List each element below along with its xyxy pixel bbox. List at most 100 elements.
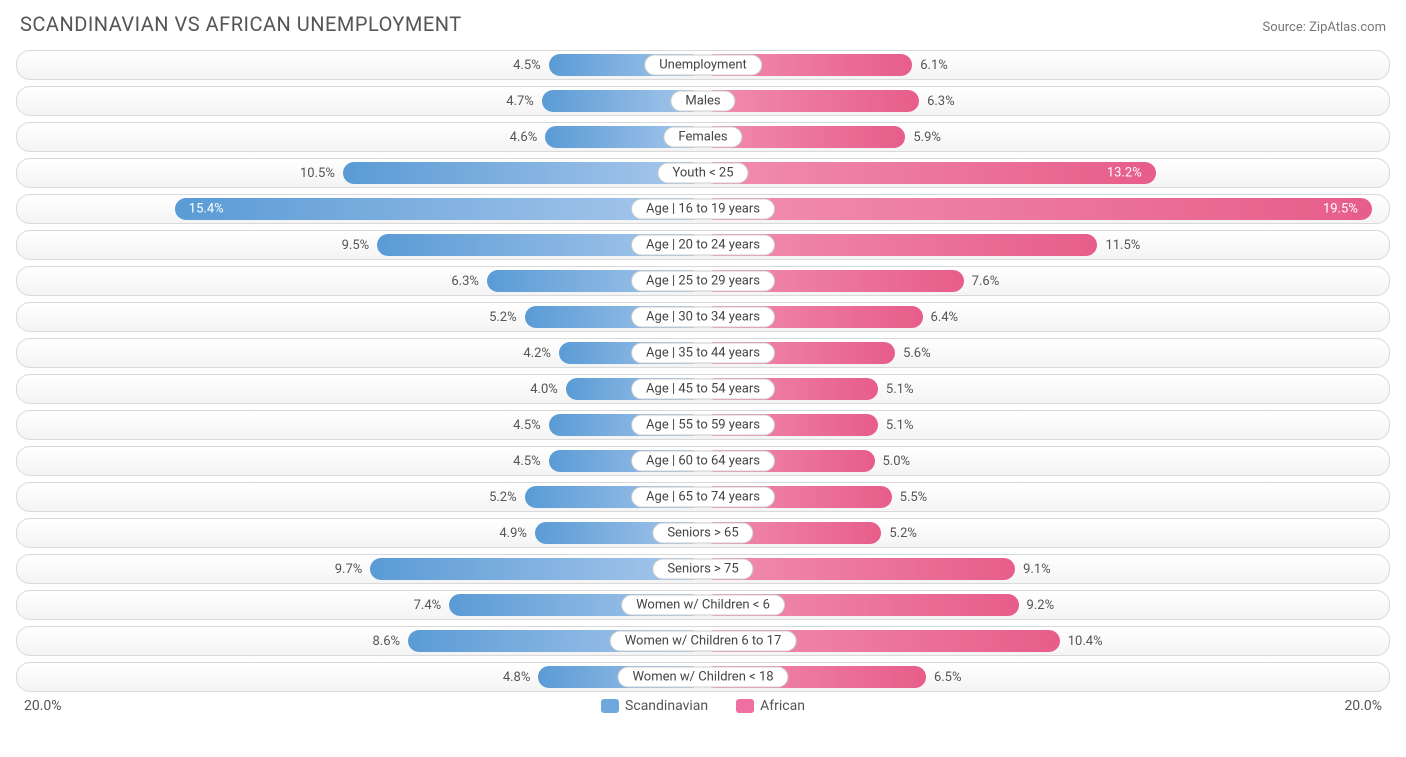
row-right-half: 5.5% [703, 483, 1389, 511]
row-right-half: 9.1% [703, 555, 1389, 583]
diverging-bar-chart: 4.5%6.1%Unemployment4.7%6.3%Males4.6%5.9… [16, 50, 1390, 692]
chart-footer: 20.0% Scandinavian African 20.0% [16, 698, 1390, 714]
row-right-half: 19.5% [703, 195, 1389, 223]
row-category-label: Age | 45 to 54 years [631, 379, 775, 400]
value-right: 5.9% [905, 130, 949, 145]
value-left: 7.4% [406, 598, 450, 613]
row-left-half: 9.5% [17, 231, 703, 259]
bar-left: 15.4% [175, 198, 703, 220]
value-right: 5.1% [878, 382, 922, 397]
row-left-half: 4.5% [17, 411, 703, 439]
row-left-half: 5.2% [17, 483, 703, 511]
value-left: 4.2% [515, 346, 559, 361]
chart-header: SCANDINAVIAN VS AFRICAN UNEMPLOYMENT Sou… [16, 12, 1390, 36]
value-left: 10.5% [292, 166, 343, 181]
row-left-half: 4.2% [17, 339, 703, 367]
chart-row: 10.5% 13.2%Youth < 25 [16, 158, 1390, 188]
chart-row: 4.9% 5.2% Seniors > 65 [16, 518, 1390, 548]
row-category-label: Unemployment [644, 55, 762, 76]
value-right: 5.2% [881, 526, 925, 541]
value-left: 4.6% [502, 130, 546, 145]
value-left: 4.8% [495, 670, 539, 685]
row-left-half: 15.4% [17, 195, 703, 223]
chart-title: SCANDINAVIAN VS AFRICAN UNEMPLOYMENT [20, 12, 462, 36]
row-left-half: 4.0% [17, 375, 703, 403]
row-right-half: 5.1% [703, 411, 1389, 439]
chart-row: 4.2% 5.6% Age | 35 to 44 years [16, 338, 1390, 368]
row-category-label: Seniors > 75 [652, 559, 753, 580]
chart-row: 4.8% 6.5%Women w/ Children < 18 [16, 662, 1390, 692]
value-right: 6.4% [923, 310, 967, 325]
legend-label-right: African [760, 698, 805, 714]
bar-right: 19.5% [703, 198, 1372, 220]
value-right: 6.1% [912, 58, 956, 73]
legend-swatch-left [601, 699, 619, 713]
chart-row: 8.6% 10.4%Women w/ Children 6 to 17 [16, 626, 1390, 656]
row-category-label: Youth < 25 [657, 163, 748, 184]
row-category-label: Age | 35 to 44 years [631, 343, 775, 364]
row-category-label: Women w/ Children 6 to 17 [610, 631, 797, 652]
value-right: 5.5% [892, 490, 936, 505]
value-right: 7.6% [964, 274, 1008, 289]
value-left: 4.5% [505, 418, 549, 433]
value-left: 6.3% [443, 274, 487, 289]
chart-row: 4.5% 5.1% Age | 55 to 59 years [16, 410, 1390, 440]
row-category-label: Seniors > 65 [652, 523, 753, 544]
value-left: 5.2% [481, 310, 525, 325]
row-left-half: 4.7% [17, 87, 703, 115]
row-right-half: 7.6% [703, 267, 1389, 295]
row-left-half: 8.6% [17, 627, 703, 655]
row-category-label: Age | 30 to 34 years [631, 307, 775, 328]
value-left: 5.2% [481, 490, 525, 505]
row-right-half: 10.4% [703, 627, 1389, 655]
chart-row: 5.2% 6.4% Age | 30 to 34 years [16, 302, 1390, 332]
row-right-half: 13.2% [703, 159, 1389, 187]
chart-row: 4.7% 6.3%Males [16, 86, 1390, 116]
value-right: 5.1% [878, 418, 922, 433]
value-left: 15.4% [181, 202, 232, 217]
row-right-half: 5.2% [703, 519, 1389, 547]
legend-item-left: Scandinavian [601, 698, 708, 714]
axis-max-left: 20.0% [24, 698, 62, 714]
row-right-half: 6.1% [703, 51, 1389, 79]
row-left-half: 4.5% [17, 51, 703, 79]
value-left: 8.6% [364, 634, 408, 649]
row-right-half: 6.5% [703, 663, 1389, 691]
legend-item-right: African [736, 698, 805, 714]
legend: Scandinavian African [62, 698, 1345, 714]
chart-row: 15.4%19.5%Age | 16 to 19 years [16, 194, 1390, 224]
value-left: 9.5% [334, 238, 378, 253]
chart-row: 5.2% 5.5% Age | 65 to 74 years [16, 482, 1390, 512]
value-left: 4.5% [505, 58, 549, 73]
value-right: 5.6% [895, 346, 939, 361]
row-right-half: 9.2% [703, 591, 1389, 619]
row-category-label: Females [663, 127, 742, 148]
row-category-label: Age | 65 to 74 years [631, 487, 775, 508]
chart-row: 6.3%7.6%Age | 25 to 29 years [16, 266, 1390, 296]
chart-row: 7.4% 9.2% Women w/ Children < 6 [16, 590, 1390, 620]
bar-left [343, 162, 703, 184]
value-left: 4.9% [491, 526, 535, 541]
value-left: 4.7% [498, 94, 542, 109]
row-category-label: Women w/ Children < 6 [621, 595, 785, 616]
row-left-half: 7.4% [17, 591, 703, 619]
row-right-half: 11.5% [703, 231, 1389, 259]
value-left: 4.0% [522, 382, 566, 397]
row-right-half: 5.1% [703, 375, 1389, 403]
row-left-half: 4.9% [17, 519, 703, 547]
legend-swatch-right [736, 699, 754, 713]
chart-row: 4.6% 5.9% Females [16, 122, 1390, 152]
value-right: 9.1% [1015, 562, 1059, 577]
row-left-half: 5.2% [17, 303, 703, 331]
row-left-half: 9.7% [17, 555, 703, 583]
chart-row: 4.0% 5.1% Age | 45 to 54 years [16, 374, 1390, 404]
row-category-label: Age | 55 to 59 years [631, 415, 775, 436]
legend-label-left: Scandinavian [625, 698, 708, 714]
row-left-half: 6.3% [17, 267, 703, 295]
row-category-label: Males [670, 91, 735, 112]
row-right-half: 5.6% [703, 339, 1389, 367]
row-right-half: 5.9% [703, 123, 1389, 151]
value-right: 9.2% [1019, 598, 1063, 613]
row-category-label: Women w/ Children < 18 [617, 667, 788, 688]
row-right-half: 6.3% [703, 87, 1389, 115]
